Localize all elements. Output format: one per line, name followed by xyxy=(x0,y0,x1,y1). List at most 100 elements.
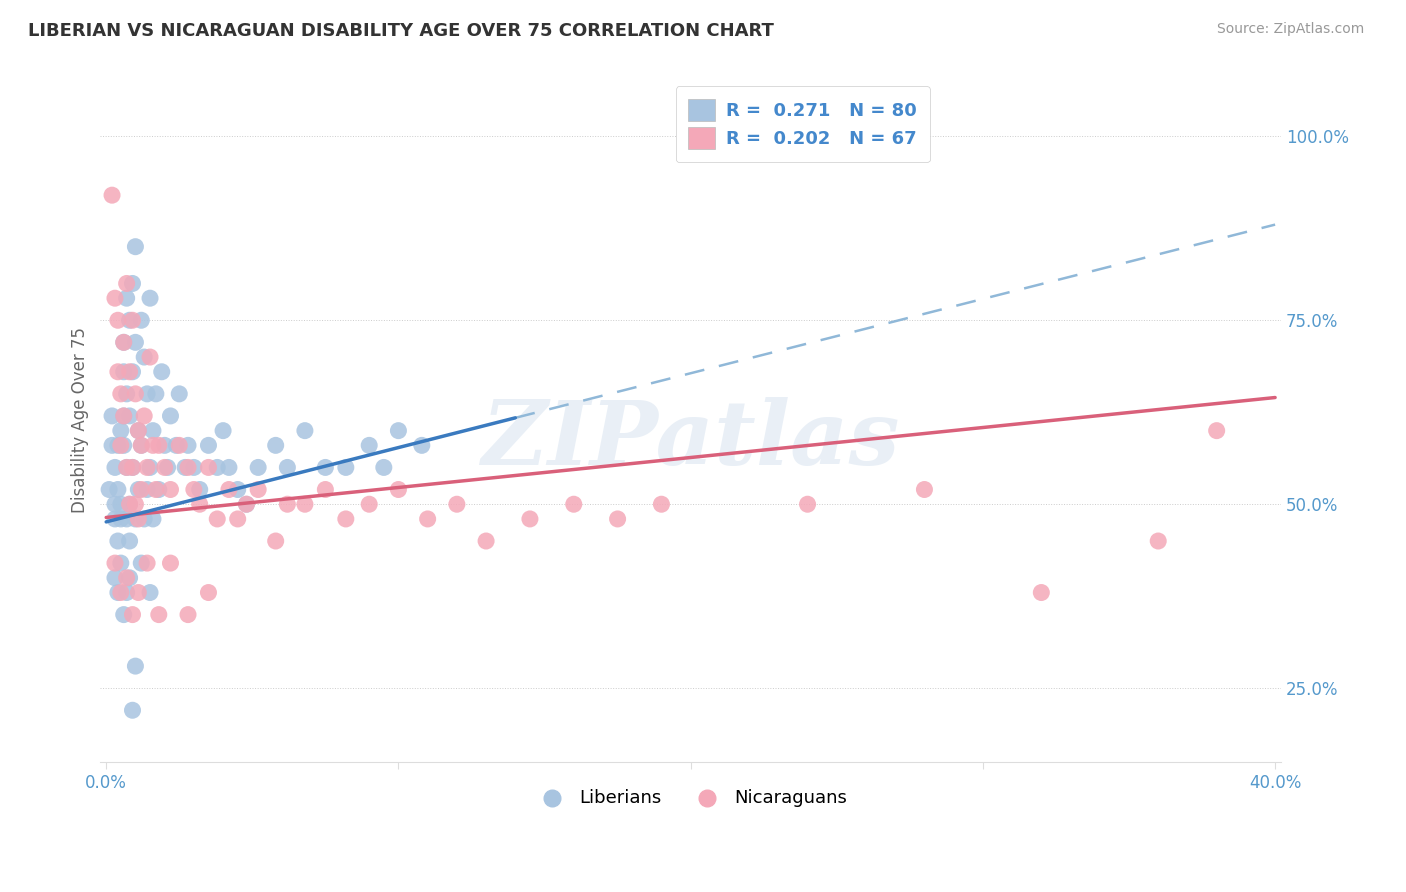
Point xyxy=(142,424,165,438)
Point xyxy=(294,424,316,438)
Point xyxy=(110,497,132,511)
Point xyxy=(115,291,138,305)
Point xyxy=(98,483,121,497)
Point xyxy=(912,483,935,497)
Point xyxy=(335,460,357,475)
Point xyxy=(115,277,138,291)
Point xyxy=(124,512,146,526)
Point xyxy=(145,387,167,401)
Point xyxy=(197,438,219,452)
Point xyxy=(115,512,138,526)
Point xyxy=(127,424,149,438)
Point xyxy=(226,483,249,497)
Point xyxy=(115,460,138,475)
Point xyxy=(226,512,249,526)
Point xyxy=(294,497,316,511)
Point xyxy=(112,438,135,452)
Point xyxy=(107,534,129,549)
Point xyxy=(519,512,541,526)
Point xyxy=(562,497,585,511)
Point xyxy=(118,365,141,379)
Point xyxy=(247,460,270,475)
Point xyxy=(121,607,143,622)
Point xyxy=(118,497,141,511)
Point xyxy=(387,424,409,438)
Point xyxy=(159,483,181,497)
Point xyxy=(101,409,124,423)
Point xyxy=(124,497,146,511)
Point xyxy=(314,483,336,497)
Point xyxy=(159,556,181,570)
Legend: Liberians, Nicaraguans: Liberians, Nicaraguans xyxy=(527,782,853,814)
Point xyxy=(218,483,240,497)
Point xyxy=(177,460,200,475)
Point xyxy=(148,438,170,452)
Point xyxy=(124,335,146,350)
Point xyxy=(110,424,132,438)
Point xyxy=(118,497,141,511)
Point xyxy=(165,438,187,452)
Point xyxy=(107,313,129,327)
Point xyxy=(276,460,298,475)
Point xyxy=(264,534,287,549)
Point xyxy=(177,438,200,452)
Point xyxy=(359,497,381,511)
Point xyxy=(359,438,381,452)
Point xyxy=(127,512,149,526)
Point xyxy=(136,460,159,475)
Point xyxy=(107,438,129,452)
Point xyxy=(112,607,135,622)
Point xyxy=(373,460,395,475)
Point xyxy=(118,534,141,549)
Point xyxy=(264,438,287,452)
Point xyxy=(104,497,127,511)
Point xyxy=(167,438,190,452)
Point xyxy=(107,585,129,599)
Point xyxy=(139,350,162,364)
Point xyxy=(104,571,127,585)
Point xyxy=(129,438,152,452)
Point xyxy=(1205,424,1227,438)
Point xyxy=(188,483,211,497)
Point xyxy=(101,438,124,452)
Point xyxy=(112,409,135,423)
Point xyxy=(148,607,170,622)
Point xyxy=(124,387,146,401)
Point xyxy=(142,512,165,526)
Point xyxy=(139,460,162,475)
Point xyxy=(446,497,468,511)
Point xyxy=(110,387,132,401)
Point xyxy=(314,460,336,475)
Point xyxy=(124,659,146,673)
Point xyxy=(139,291,162,305)
Point xyxy=(159,409,181,423)
Point xyxy=(145,483,167,497)
Point xyxy=(139,585,162,599)
Point xyxy=(107,365,129,379)
Point xyxy=(118,409,141,423)
Point xyxy=(118,571,141,585)
Point xyxy=(121,703,143,717)
Point xyxy=(475,534,498,549)
Point xyxy=(416,512,439,526)
Point xyxy=(1031,585,1053,599)
Point xyxy=(247,483,270,497)
Point xyxy=(115,460,138,475)
Point xyxy=(177,607,200,622)
Point xyxy=(127,483,149,497)
Point xyxy=(121,277,143,291)
Point xyxy=(121,460,143,475)
Text: LIBERIAN VS NICARAGUAN DISABILITY AGE OVER 75 CORRELATION CHART: LIBERIAN VS NICARAGUAN DISABILITY AGE OV… xyxy=(28,22,773,40)
Point xyxy=(112,335,135,350)
Point xyxy=(218,460,240,475)
Point xyxy=(129,438,152,452)
Point xyxy=(197,585,219,599)
Y-axis label: Disability Age Over 75: Disability Age Over 75 xyxy=(72,326,89,513)
Point xyxy=(235,497,257,511)
Point xyxy=(134,350,156,364)
Point xyxy=(134,512,156,526)
Point xyxy=(121,460,143,475)
Point xyxy=(167,387,190,401)
Point xyxy=(104,512,127,526)
Point xyxy=(197,460,219,475)
